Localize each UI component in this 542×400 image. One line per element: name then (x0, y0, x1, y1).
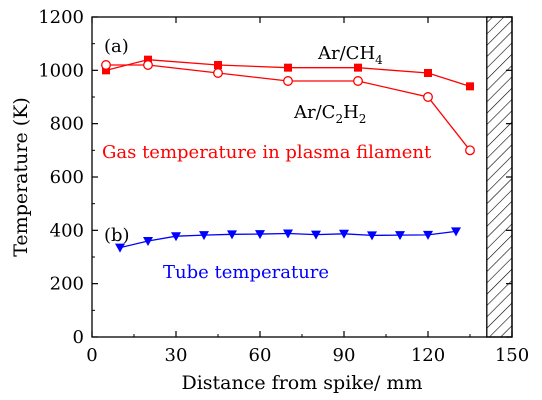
x-axis-label: Distance from spike/ mm (181, 372, 422, 394)
series-layer (101, 55, 475, 253)
point-circle (465, 145, 475, 156)
plot-frame (91, 16, 513, 338)
point-triangle (367, 231, 377, 241)
point-triangle (171, 232, 181, 242)
point-triangle (143, 237, 153, 246)
y-tick-label: 400 (50, 220, 84, 241)
point-triangle (423, 230, 433, 240)
point-triangle (227, 230, 237, 240)
point-triangle (451, 227, 461, 237)
point-square (102, 66, 110, 75)
gas-temperature-label: Gas temperature in plasma filament (102, 142, 432, 163)
x-tick-label: 120 (411, 345, 445, 366)
point-triangle (255, 230, 265, 240)
x-tick-label: 90 (333, 345, 356, 366)
point-triangle (395, 231, 405, 241)
series-label-ar-ch4: Ar/CH4 (317, 43, 383, 67)
y-tick-label: 800 (50, 114, 84, 135)
point-square (214, 61, 222, 69)
point-circle (353, 76, 363, 86)
point-square (284, 63, 292, 72)
y-axis-label: Temperature (K) (10, 97, 32, 257)
point-circle (143, 60, 153, 70)
point-circle (423, 92, 433, 102)
series-label-ar-c2h2: Ar/C2H2 (293, 102, 366, 126)
y-tick-label: 600 (50, 167, 84, 188)
point-square (466, 82, 474, 91)
x-tick-label: 30 (165, 345, 188, 366)
x-tick-label: 0 (86, 345, 97, 366)
point-triangle (199, 231, 209, 241)
point-circle (283, 76, 293, 86)
y-tick-label: 0 (73, 327, 84, 348)
point-square (424, 69, 432, 77)
point-circle (101, 60, 111, 70)
x-tick-label: 150 (495, 345, 529, 366)
point-triangle (115, 243, 125, 253)
y-tick-label: 200 (50, 274, 84, 295)
point-triangle (311, 230, 321, 240)
y-tick-label: 1200 (38, 7, 84, 28)
panel-label-b: (b) (104, 225, 130, 246)
y-tick-label: 1000 (38, 60, 84, 81)
point-square (144, 55, 152, 64)
tick-layer: 0 30 60 90 120 150 0 200 400 600 800 1000 1200 (38, 7, 529, 366)
point-triangle (339, 229, 349, 239)
tube-temperature-label: Tube temperature (163, 262, 329, 283)
point-triangle (283, 229, 293, 239)
x-tick-label: 60 (249, 345, 272, 366)
point-circle (213, 68, 223, 78)
point-square (354, 63, 362, 72)
panel-label-a: (a) (104, 36, 129, 57)
